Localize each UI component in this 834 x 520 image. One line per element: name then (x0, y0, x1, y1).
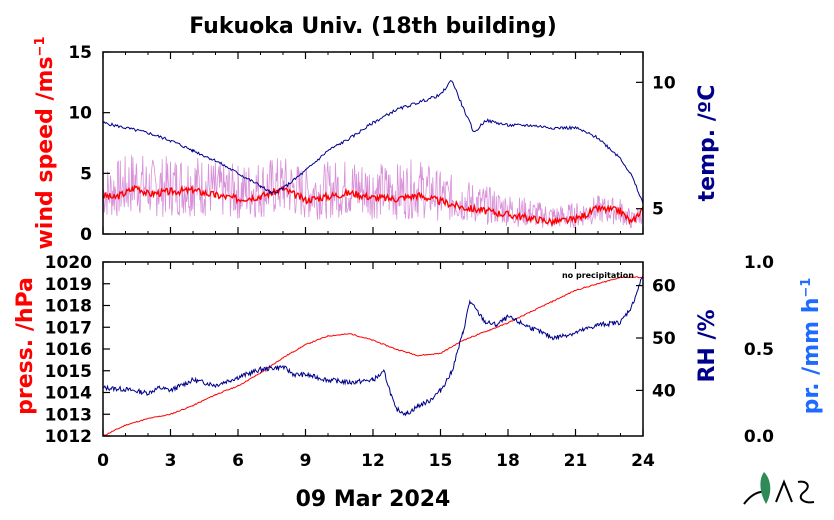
pressure-tick-label: 1015 (45, 362, 92, 382)
x-tick-label: 3 (165, 451, 177, 471)
x-tick-label: 24 (631, 451, 655, 471)
pressure-axis-label: press. /hPa (13, 277, 38, 415)
logo (743, 472, 815, 505)
chart-title: Fukuoka Univ. (18th building) (189, 14, 557, 39)
precip-tick-labels: 0.0 0.5 1.0 (744, 253, 774, 447)
x-tick-labels: 0 3 6 9 12 15 18 21 24 (97, 451, 655, 471)
temperature-series (102, 79, 644, 204)
precip-tick-label: 0.0 (744, 427, 774, 447)
wind-speed-tick-label: 10 (68, 104, 92, 124)
temperature-tick-label: 10 (652, 73, 676, 93)
x-tick-label: 12 (361, 451, 385, 471)
rh-series (102, 274, 644, 417)
pressure-tick-label: 1016 (45, 340, 92, 360)
x-tick-label: 6 (232, 451, 244, 471)
logo-letters (775, 479, 815, 504)
upper-plot-lines (102, 79, 644, 229)
wind-speed-tick-label: 15 (68, 43, 92, 63)
upper-axis-ticks (102, 51, 644, 235)
pressure-tick-label: 1013 (45, 405, 92, 425)
rh-tick-label: 40 (652, 381, 676, 401)
precip-axis-label: pr. /mm h−1 (799, 278, 824, 415)
pressure-tick-label: 1019 (45, 275, 92, 295)
pressure-tick-label: 1012 (45, 427, 92, 447)
pressure-tick-label: 1020 (45, 253, 92, 273)
x-tick-label: 21 (564, 451, 588, 471)
pressure-tick-label: 1014 (45, 384, 92, 404)
temperature-axis-label: temp. /ºC (695, 85, 720, 202)
temperature-tick-labels: 5 10 (652, 73, 676, 219)
x-tick-label: 18 (496, 451, 520, 471)
pressure-tick-label: 1017 (45, 318, 92, 338)
x-tick-label: 0 (97, 451, 109, 471)
lower-plot-lines (102, 274, 644, 437)
wind-mean-series (102, 184, 644, 228)
precip-tick-label: 0.5 (744, 340, 774, 360)
rh-tick-labels: 40 50 60 (652, 277, 676, 402)
date-label: 09 Mar 2024 (296, 487, 451, 512)
no-precipitation-note: no precipitation (562, 271, 634, 280)
precip-tick-label: 1.0 (744, 253, 774, 273)
wind-speed-tick-labels: 0 5 10 15 (68, 43, 92, 245)
x-tick-label: 15 (429, 451, 453, 471)
lower-axis-ticks (102, 261, 644, 437)
wind-speed-tick-label: 5 (80, 164, 92, 184)
pressure-tick-label: 1018 (45, 297, 92, 317)
wind-speed-axis-label: wind speed /ms−1 (33, 36, 58, 249)
x-tick-label: 9 (300, 451, 312, 471)
rh-tick-label: 60 (652, 277, 676, 297)
wind-gust-series (102, 155, 643, 229)
rh-tick-label: 50 (652, 329, 676, 349)
upper-panel: 0 5 10 15 5 10 (68, 43, 676, 245)
wind-speed-tick-label: 0 (80, 225, 92, 245)
logo-leaf-icon (760, 472, 771, 504)
pressure-series (102, 276, 643, 437)
rh-axis-label: RH /% (695, 309, 720, 382)
temperature-tick-label: 5 (652, 200, 664, 220)
